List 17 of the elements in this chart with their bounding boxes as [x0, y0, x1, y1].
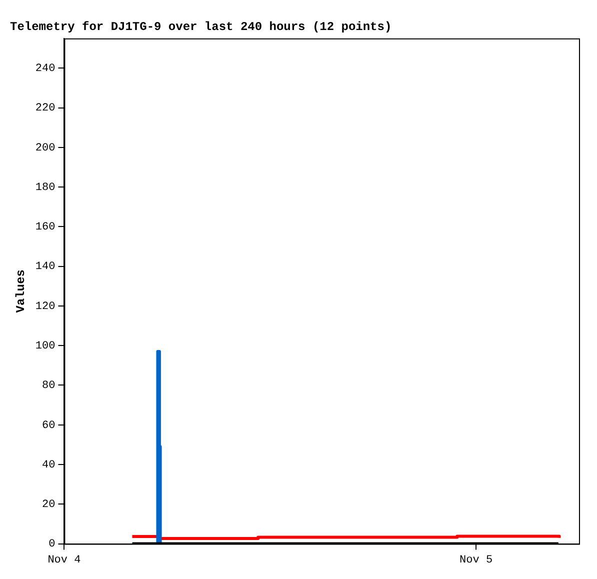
y-tick-label: 240 — [35, 63, 56, 76]
chart-title: Telemetry for DJ1TG-9 over last 240 hours (12 points) — [10, 20, 392, 34]
y-tick-label: 0 — [48, 538, 56, 551]
x-tick-label: Nov 5 — [460, 554, 493, 566]
y-tick-label: 60 — [42, 420, 56, 432]
y-tick-label: 200 — [35, 142, 56, 154]
y-tick-label: 40 — [42, 459, 56, 472]
y-tick-label: 180 — [35, 182, 56, 194]
y-tick-label: 100 — [35, 340, 56, 353]
y-tick-label: 20 — [42, 499, 56, 512]
y-tick-label: 140 — [35, 261, 56, 274]
y-tick-label: 220 — [35, 102, 56, 115]
y-axis-title: Values — [14, 269, 28, 313]
y-tick-label: 80 — [42, 380, 56, 392]
x-tick-label: Nov 4 — [48, 554, 82, 566]
y-tick-label: 160 — [35, 222, 56, 234]
y-tick-label: 120 — [35, 300, 56, 313]
